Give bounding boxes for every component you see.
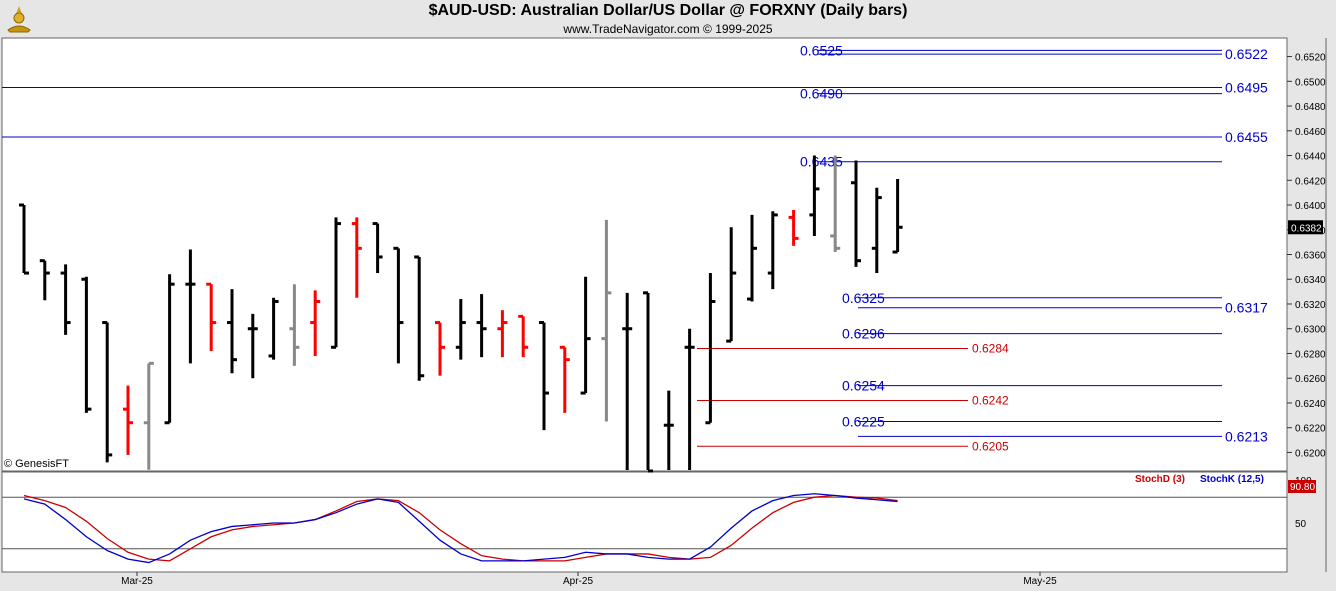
price-panel (1, 37, 1288, 472)
x-tick-label: Apr-25 (563, 576, 593, 587)
level-label-blue: 0.6435 (800, 154, 843, 170)
chart-title: $AUD-USD: Australian Dollar/US Dollar @ … (428, 2, 908, 19)
level-label-blue: 0.6296 (842, 326, 885, 342)
y-tick-label: 0.6520 (1295, 53, 1326, 64)
level-label-blue: 0.6254 (842, 378, 885, 394)
y-tick-label: 0.6220 (1295, 424, 1326, 435)
legend-stochd: StochD (3) (1135, 474, 1185, 485)
y-tick-label: 0.6480 (1295, 102, 1326, 113)
level-label-blue: 0.6525 (800, 42, 843, 58)
level-label-red: 0.6242 (972, 393, 1009, 407)
y-tick-label: 0.6400 (1295, 201, 1326, 212)
stoch-last-badge (1288, 480, 1316, 493)
y-tick-label: 0.6200 (1295, 448, 1326, 459)
copyright-label: © GenesisFT (4, 458, 69, 470)
y-tick-label: 0.6360 (1295, 251, 1326, 262)
level-label-blue: 0.6455 (1225, 129, 1268, 145)
level-label-blue: 0.6213 (1225, 428, 1268, 444)
last-price-label: 0.6382 (1291, 223, 1322, 234)
y-tick-label: 0.6500 (1295, 77, 1326, 88)
level-label-blue: 0.6325 (842, 290, 885, 306)
level-label-red: 0.6205 (972, 439, 1009, 453)
y-tick-label: 0.6320 (1295, 300, 1326, 311)
level-label-blue: 0.6317 (1225, 300, 1268, 316)
y-tick-label: 0.6260 (1295, 374, 1326, 385)
chart-subtitle: www.TradeNavigator.com © 1999-2025 (563, 22, 773, 36)
stoch-tick-50: 50 (1295, 519, 1307, 530)
level-label-blue: 0.6225 (842, 414, 885, 430)
stoch-last-label: 90.80 (1290, 482, 1315, 493)
stoch-line-d (23, 494, 898, 562)
y-tick-label: 0.6280 (1295, 349, 1326, 360)
last-price-badge (1288, 220, 1323, 235)
y-tick-label: 0.6340 (1295, 275, 1326, 286)
y-tick-label: 0.6460 (1295, 127, 1326, 138)
y-tick-label: 0.6420 (1295, 176, 1326, 187)
level-label-blue: 0.6495 (1225, 79, 1268, 95)
level-label-red: 0.6284 (972, 342, 1009, 356)
level-label-blue: 0.6490 (800, 86, 843, 102)
genesis-logo-icon (7, 6, 31, 33)
y-tick-label: 0.6240 (1295, 399, 1326, 410)
y-tick-label: 0.6300 (1295, 325, 1326, 336)
y-tick-label: 0.6440 (1295, 152, 1326, 163)
legend-stochk: StochK (12,5) (1200, 474, 1264, 485)
x-tick-label: May-25 (1023, 576, 1057, 587)
level-label-blue: 0.6522 (1225, 46, 1268, 62)
stoch-panel (1, 471, 1288, 573)
stoch-line-k (23, 493, 898, 564)
x-tick-label: Mar-25 (121, 576, 153, 587)
